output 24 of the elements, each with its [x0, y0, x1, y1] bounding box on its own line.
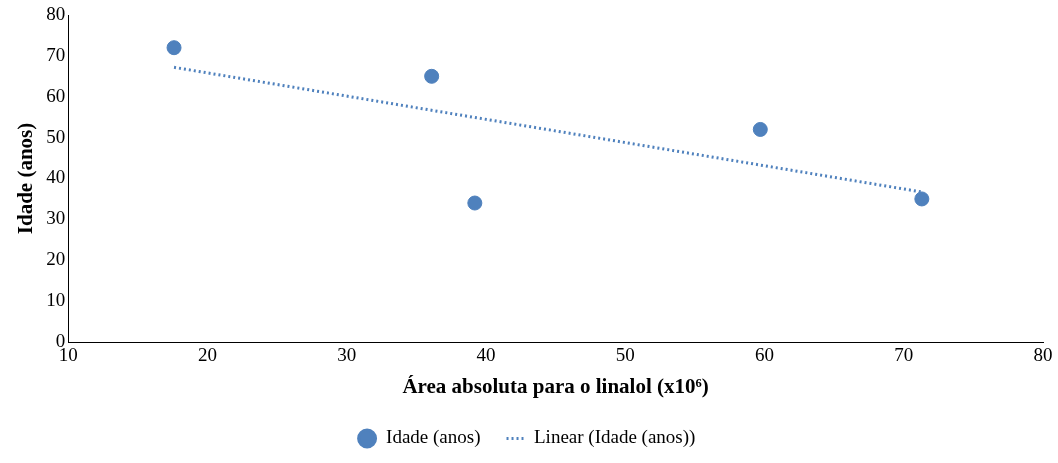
y-tick-label: 20 [46, 248, 66, 270]
y-tick-label: 60 [46, 84, 66, 106]
x-tick-label: 30 [337, 344, 357, 366]
x-tick-label: 50 [615, 344, 635, 366]
x-axis-title: Área absoluta para o linalol (x10⁶) [402, 373, 709, 398]
y-tick-label: 30 [46, 207, 66, 229]
y-axis-title: Idade (anos) [13, 122, 38, 235]
y-tick-label: 10 [46, 289, 66, 311]
y-tick-label: 70 [46, 43, 66, 65]
y-tick-label: 80 [46, 2, 66, 24]
point [166, 40, 182, 56]
legend-label: Linear (Idade (anos)) [534, 426, 696, 449]
x-tick-label: 80 [1033, 344, 1053, 366]
x-tick-label: 20 [197, 344, 217, 366]
y-tick-label: 40 [46, 166, 66, 188]
point [467, 195, 483, 211]
point [914, 191, 930, 207]
point [752, 121, 768, 137]
x-tick-label: 70 [894, 344, 914, 366]
point [424, 68, 440, 84]
y-tick-label: 50 [46, 125, 66, 147]
x-tick-label: 60 [754, 344, 774, 366]
legend-label: Idade (anos) [386, 426, 481, 449]
x-tick-label: 40 [476, 344, 496, 366]
